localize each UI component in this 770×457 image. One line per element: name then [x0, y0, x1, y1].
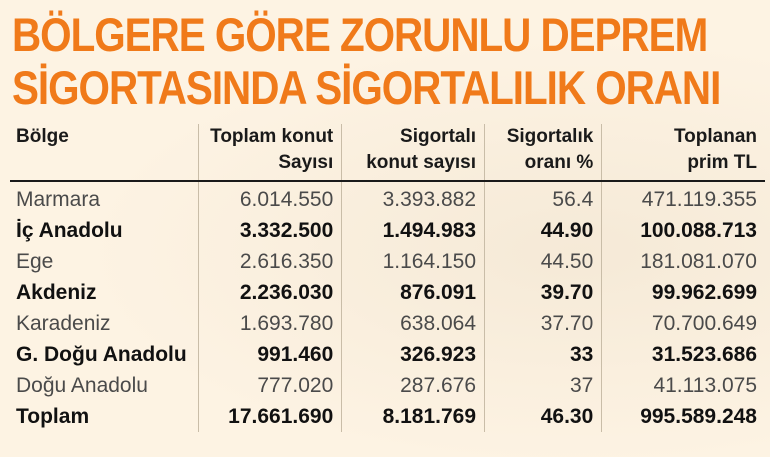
- value-cell: 638.064: [341, 308, 485, 339]
- value-cell: 777.020: [198, 370, 342, 401]
- value-cell: 44.90: [484, 215, 602, 246]
- column-header-line: Bölge: [16, 126, 69, 147]
- value-cell: 37.70: [484, 308, 602, 339]
- value-cell: 41.113.075: [601, 370, 765, 401]
- value-cell: 3.332.500: [198, 215, 342, 246]
- value-cell: 31.523.686: [601, 339, 765, 370]
- value-cell: 181.081.070: [601, 246, 765, 277]
- column-header: Sigortalı konut sayısı: [341, 124, 485, 181]
- table-row: Ege 2.616.350 1.164.150 44.50 181.081.070: [10, 246, 765, 277]
- value-cell: 6.014.550: [198, 181, 342, 215]
- value-cell: 2.616.350: [198, 246, 342, 277]
- value-cell: 8.181.769: [341, 401, 485, 432]
- column-header: Toplanan prim TL: [601, 124, 765, 181]
- column-header-line: oranı %: [524, 152, 594, 173]
- region-cell: Akdeniz: [16, 281, 97, 304]
- column-header-line: konut sayısı: [366, 152, 477, 173]
- table-row: Akdeniz 2.236.030 876.091 39.70 99.962.699: [10, 277, 765, 308]
- value-cell: 3.393.882: [341, 181, 485, 215]
- insurance-rate-table: Bölge Toplam konut Sayısı Sigortalı konut s…: [10, 124, 765, 432]
- value-cell: 995.589.248: [601, 401, 765, 432]
- table-header: Bölge Toplam konut Sayısı Sigortalı konut s…: [10, 124, 765, 181]
- value-cell: 100.088.713: [601, 215, 765, 246]
- value-cell: 2.236.030: [198, 277, 342, 308]
- column-header-line: Sayısı: [278, 152, 334, 173]
- value-cell: 1.164.150: [341, 246, 485, 277]
- region-cell: İç Anadolu: [16, 219, 123, 242]
- header-row: Bölge Toplam konut Sayısı Sigortalı konut s…: [10, 124, 765, 181]
- table-row: Toplam 17.661.690 8.181.769 46.30 995.589.24…: [10, 401, 765, 432]
- value-cell: 17.661.690: [198, 401, 342, 432]
- region-cell: Marmara: [16, 188, 101, 211]
- column-header-line: Sigortalı: [400, 126, 477, 147]
- table-row: Marmara 6.014.550 3.393.882 56.4 471.119.355: [10, 181, 765, 215]
- column-header: Bölge: [10, 124, 199, 181]
- table-row: G. Doğu Anadolu 991.460 326.923 33 31.523.68…: [10, 339, 765, 370]
- value-cell: 991.460: [198, 339, 342, 370]
- column-header: Sigortalık oranı %: [484, 124, 602, 181]
- column-header-line: [16, 150, 190, 176]
- table-row: Doğu Anadolu 777.020 287.676 37 41.113.075: [10, 370, 765, 401]
- page-title: BÖLGERE GÖRE ZORUNLU DEPREM SİGORTASINDA…: [12, 8, 721, 114]
- value-cell: 44.50: [484, 246, 602, 277]
- value-cell: 1.494.983: [341, 215, 485, 246]
- region-cell: Ege: [16, 250, 54, 273]
- table-row: Karadeniz 1.693.780 638.064 37.70 70.700.649: [10, 308, 765, 339]
- value-cell: 99.962.699: [601, 277, 765, 308]
- value-cell: 70.700.649: [601, 308, 765, 339]
- column-header-line: Toplam konut: [210, 126, 334, 147]
- value-cell: 37: [484, 370, 602, 401]
- region-cell: Toplam: [16, 405, 90, 428]
- value-cell: 471.119.355: [601, 181, 765, 215]
- column-header-line: Toplanan: [673, 126, 757, 147]
- value-cell: 876.091: [341, 277, 485, 308]
- region-cell: Karadeniz: [16, 312, 111, 335]
- region-cell: G. Doğu Anadolu: [16, 343, 187, 366]
- value-cell: 46.30: [484, 401, 602, 432]
- value-cell: 33: [484, 339, 602, 370]
- value-cell: 287.676: [341, 370, 485, 401]
- region-cell: Doğu Anadolu: [16, 374, 148, 397]
- table-body: Marmara 6.014.550 3.393.882 56.4 471.119.355…: [10, 181, 765, 432]
- value-cell: 56.4: [484, 181, 602, 215]
- title-line-1: BÖLGERE GÖRE ZORUNLU DEPREM: [12, 8, 708, 61]
- value-cell: 326.923: [341, 339, 485, 370]
- column-header-line: prim TL: [687, 152, 757, 173]
- table-row: İç Anadolu 3.332.500 1.494.983 44.90 100.088…: [10, 215, 765, 246]
- value-cell: 1.693.780: [198, 308, 342, 339]
- column-header: Toplam konut Sayısı: [198, 124, 342, 181]
- column-header-line: Sigortalık: [506, 126, 594, 147]
- value-cell: 39.70: [484, 277, 602, 308]
- title-line-2: SİGORTASINDA SİGORTALILIK ORANI: [12, 61, 721, 114]
